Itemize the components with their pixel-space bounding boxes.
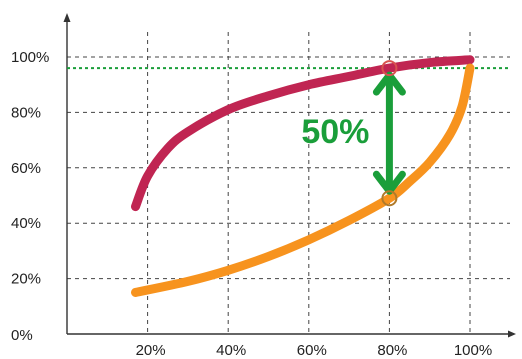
x-tick-label: 40% [216,342,246,359]
y-tick-label: 100% [11,49,49,66]
x-tick-label: 60% [297,342,327,359]
annotation-circle-bottom [381,190,398,207]
series-line-2 [131,63,475,297]
y-axis-arrow [63,13,71,22]
annotation: 50% [301,60,406,207]
series-line-1 [131,55,475,212]
y-tick-label: 0% [11,327,33,344]
x-axis-arrow [508,330,516,338]
x-tick-label: 100% [454,342,492,359]
series [67,55,508,297]
tick-labels: 0% 20% 40% 60% 80% 100% 20% 40% 60% 80% 100% [11,49,492,359]
x-tick-label: 80% [377,342,407,359]
x-tick-label: 20% [136,342,166,359]
y-tick-label: 80% [11,104,41,121]
y-tick-label: 60% [11,160,41,177]
annotation-label: 50% [301,113,369,151]
y-tick-label: 40% [11,215,41,232]
y-tick-label: 20% [11,271,41,288]
annotation-circle-top [381,60,398,77]
